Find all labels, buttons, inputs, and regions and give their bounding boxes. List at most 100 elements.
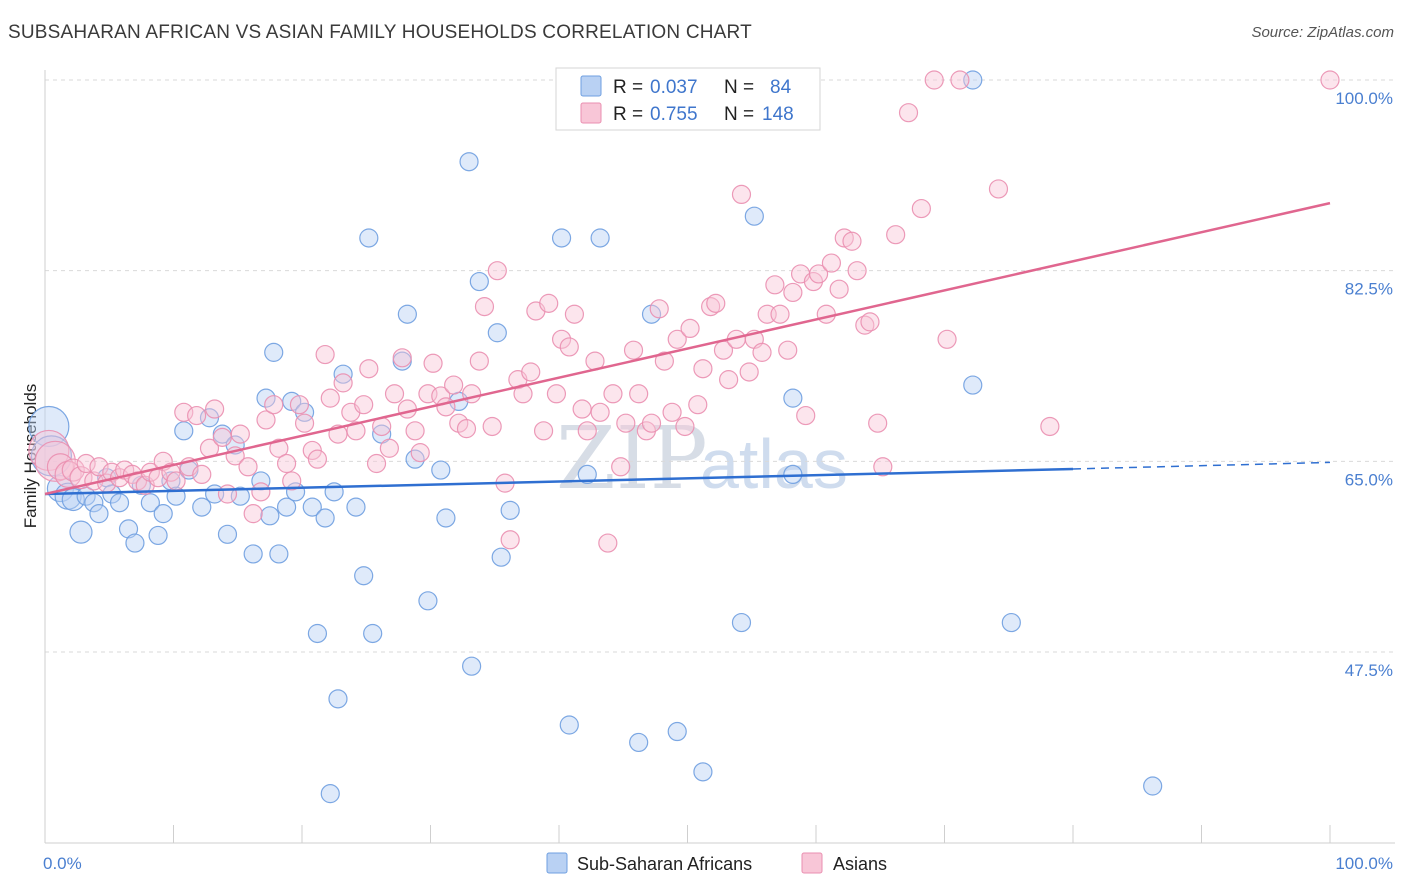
series-asians	[28, 70, 1340, 553]
point-asian-90	[616, 413, 636, 433]
point-sub-saharan-67	[590, 228, 610, 248]
chart-title: SUBSAHARAN AFRICAN VS ASIAN FAMILY HOUSE…	[8, 22, 752, 43]
point-asian-136	[950, 70, 970, 90]
point-asian-84	[577, 421, 597, 441]
point-asian-77	[533, 421, 554, 441]
point-asian-133	[911, 198, 931, 219]
point-asian-63	[444, 375, 464, 395]
point-asian-34	[256, 410, 276, 430]
point-asian-139	[1320, 70, 1340, 90]
point-sub-saharan-48	[359, 228, 379, 248]
point-asian-138	[1040, 416, 1060, 437]
point-asian-8	[89, 457, 109, 477]
point-asian-124	[834, 228, 854, 248]
x-tick-label-1: 100.0%	[1335, 854, 1393, 873]
x-tick-labels: 0.0% 100.0%	[43, 854, 1393, 873]
point-asian-32	[243, 504, 263, 524]
point-asian-26	[205, 399, 225, 419]
point-asian-24	[192, 464, 212, 485]
point-asian-97	[662, 402, 682, 422]
point-sub-saharan-56	[436, 508, 456, 528]
y-tick-label-1: 65.0%	[1345, 470, 1393, 489]
point-sub-saharan-78	[1143, 776, 1163, 796]
axes	[44, 70, 1395, 844]
point-asian-30	[230, 424, 250, 444]
point-sub-saharan-13	[125, 533, 145, 553]
point-sub-saharan-40	[307, 623, 328, 644]
point-asian-89	[611, 457, 631, 477]
point-asian-38	[282, 471, 302, 491]
point-asian-58	[410, 443, 430, 463]
point-asian-56	[397, 399, 417, 419]
point-asian-111	[752, 342, 772, 362]
point-asian-75	[521, 362, 541, 382]
point-asian-72	[500, 530, 520, 550]
point-asian-23	[187, 405, 207, 426]
point-asian-104	[706, 293, 726, 313]
point-sub-saharan-68	[629, 732, 649, 753]
point-asian-113	[765, 275, 785, 295]
point-sub-saharan-41	[315, 508, 335, 528]
point-sub-saharan-20	[174, 421, 194, 441]
y-tick-labels: 47.5% 65.0% 82.5% 100.0%	[1335, 89, 1393, 680]
point-asian-54	[384, 384, 405, 404]
point-asian-100	[680, 318, 700, 339]
point-asian-57	[405, 421, 425, 441]
point-asian-92	[629, 384, 649, 404]
point-sub-saharan-65	[559, 715, 579, 735]
legend-swatch-blue	[580, 75, 602, 97]
point-asian-122	[821, 253, 842, 273]
point-asian-39	[289, 395, 310, 415]
point-asian-103	[701, 297, 721, 317]
point-asian-0	[28, 429, 70, 472]
point-asian-126	[847, 261, 867, 281]
point-asian-49	[354, 395, 374, 415]
legend-n-value-1: 148	[762, 104, 794, 125]
point-sub-saharan-58	[459, 152, 479, 172]
point-asian-53	[379, 438, 399, 458]
trend-line-sub-saharan	[44, 467, 1074, 496]
point-sub-saharan-54	[418, 591, 438, 611]
point-asian-51	[366, 453, 387, 474]
point-asian-31	[238, 457, 258, 477]
point-sub-saharan-16	[148, 525, 168, 546]
point-asian-118	[796, 405, 816, 426]
point-asian-106	[719, 370, 739, 390]
trend-line-sub-saharan-extension	[1072, 461, 1331, 470]
point-sub-saharan-73	[744, 206, 764, 226]
point-asian-44	[320, 388, 340, 408]
legend-n-label-1: N =	[724, 104, 754, 125]
point-sub-saharan-47	[354, 566, 374, 586]
point-sub-saharan-62	[491, 547, 511, 567]
point-sub-saharan-59	[462, 656, 482, 676]
point-sub-saharan-76	[963, 375, 983, 395]
point-sub-saharan-52	[397, 304, 417, 324]
point-asian-27	[212, 427, 232, 447]
series-legend: Sub-Saharan Africans Asians	[546, 852, 887, 874]
point-asian-98	[667, 329, 687, 349]
point-sub-saharan-26	[217, 524, 238, 544]
point-asian-115	[778, 340, 798, 360]
legend-swatch-pink	[580, 102, 602, 124]
y-tick-label-2: 82.5%	[1345, 280, 1393, 299]
point-asian-55	[392, 348, 412, 368]
point-asian-60	[423, 353, 443, 373]
point-asian-125	[842, 231, 862, 251]
point-asian-123	[829, 279, 849, 299]
point-sub-saharan-12	[118, 519, 139, 539]
point-asian-40	[294, 413, 315, 433]
point-sub-saharan-49	[363, 623, 383, 644]
point-asian-128	[860, 312, 880, 332]
point-sub-saharan-44	[328, 689, 348, 709]
point-asian-78	[539, 293, 559, 313]
point-asian-129	[868, 413, 888, 433]
point-sub-saharan-17	[153, 504, 173, 524]
point-asian-28	[217, 484, 238, 504]
point-sub-saharan-74	[783, 388, 803, 408]
point-asian-114	[770, 304, 790, 324]
point-sub-saharan-79	[1001, 612, 1021, 633]
point-asian-43	[315, 344, 335, 365]
point-sub-saharan-29	[243, 544, 263, 564]
y-tick-label-3: 100.0%	[1335, 89, 1393, 108]
